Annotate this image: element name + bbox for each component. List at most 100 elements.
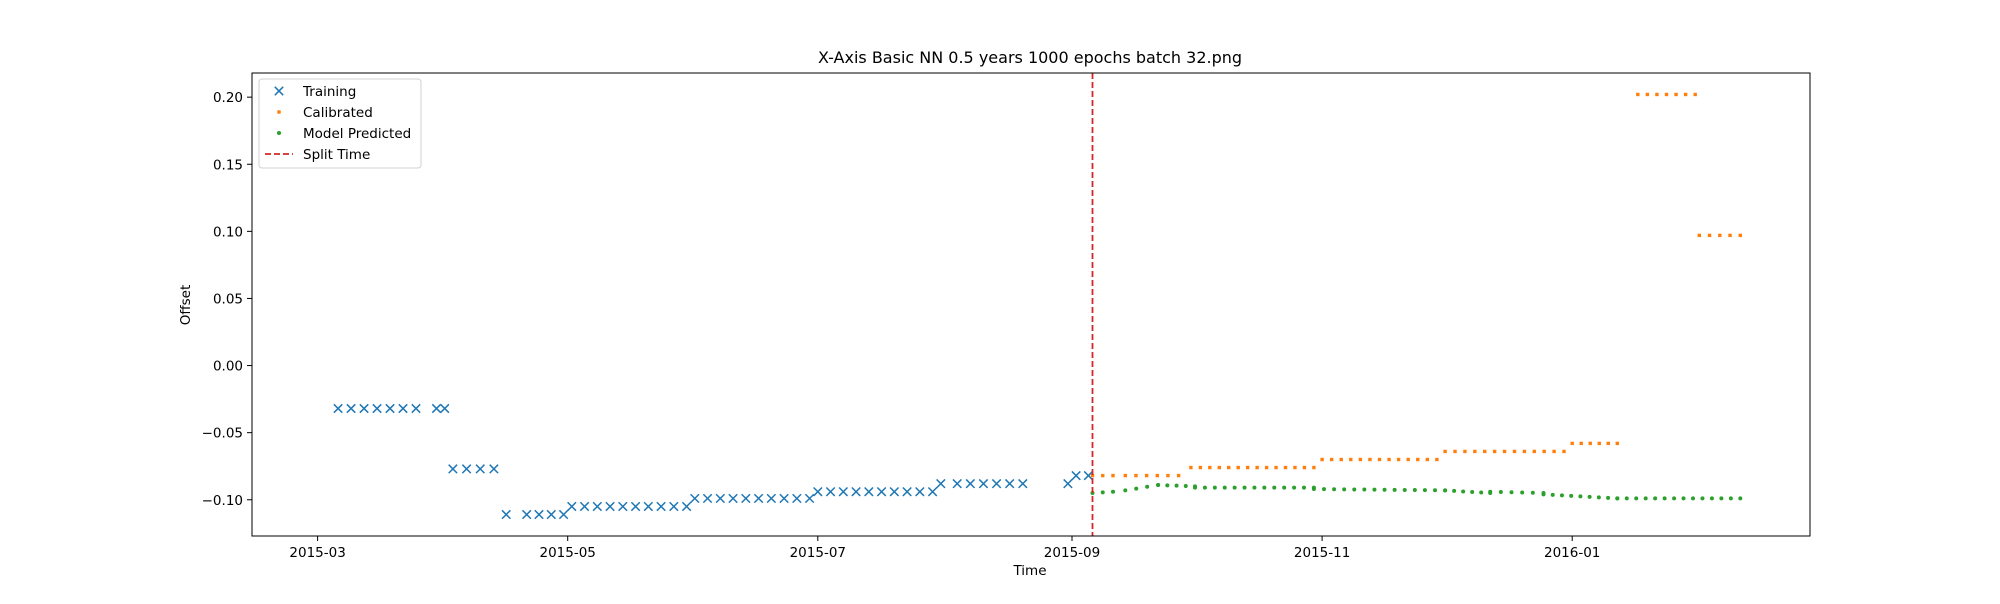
predicted-point <box>1550 492 1555 497</box>
predicted-point <box>1559 493 1564 498</box>
calibrated-point <box>1123 473 1127 478</box>
predicted-point <box>1212 485 1217 490</box>
y-axis-label: Offset <box>178 285 194 326</box>
legend: Training Calibrated Model Predicted Split T… <box>258 78 422 169</box>
legend-symbol-model-predicted <box>277 131 281 135</box>
calibrated-point <box>1377 457 1382 462</box>
x-axis: 2015-03 2015-05 2015-07 2015-09 2015-11 2016-… <box>289 536 1600 561</box>
calibrated-point <box>1245 465 1250 470</box>
training-point <box>813 486 823 497</box>
predicted-point <box>1292 485 1297 490</box>
training-point <box>346 403 356 414</box>
training-point <box>978 478 989 489</box>
training-point <box>475 464 485 474</box>
legend-symbol-training <box>274 86 284 96</box>
training-point <box>936 478 946 489</box>
x-tick-label: 2015-03 <box>289 545 345 561</box>
training-point <box>715 493 726 504</box>
predicted-point <box>1728 496 1733 501</box>
predicted-point <box>1587 494 1592 499</box>
calibrated-point <box>1718 233 1722 238</box>
legend-label: Training <box>302 84 356 100</box>
training-point <box>605 501 615 512</box>
calibrated-point <box>1283 465 1288 470</box>
y-tick-label: 0.05 <box>213 291 243 307</box>
y-tick-label: 0.20 <box>213 90 243 106</box>
predicted-point <box>1738 496 1743 501</box>
predicted-point <box>1382 487 1387 492</box>
training-point <box>489 464 499 474</box>
training-point <box>927 486 938 497</box>
predicted-point <box>1606 495 1611 500</box>
training-point <box>1063 478 1073 489</box>
training-point <box>630 501 641 512</box>
calibrated-point <box>1532 449 1536 454</box>
predicted-point <box>1332 487 1337 492</box>
calibrated-point <box>1339 457 1343 462</box>
training-point <box>1018 478 1028 489</box>
calibrated-point <box>1090 473 1095 478</box>
calibrated-point <box>1274 465 1278 470</box>
predicted-point <box>1342 487 1347 492</box>
training-point <box>902 486 912 497</box>
predicted-point <box>1321 487 1326 492</box>
predicted-point <box>1643 496 1648 501</box>
training-point <box>728 493 738 504</box>
calibrated-point <box>1636 92 1640 97</box>
predicted-point <box>1653 496 1658 501</box>
predicted-point <box>1111 489 1115 494</box>
predicted-point <box>1479 490 1484 495</box>
predicted-point <box>1541 492 1546 497</box>
calibrated-point <box>1236 465 1240 470</box>
calibrated-point <box>1502 449 1507 454</box>
y-axis: 0.20 0.15 0.10 0.05 0.00 −0.05 −0.10 <box>202 90 252 509</box>
predicted-point <box>1700 496 1705 501</box>
y-tick-label: 0.10 <box>213 224 243 240</box>
predicted-point <box>1272 485 1277 490</box>
calibrated-point <box>1443 449 1447 454</box>
training-point <box>741 493 751 504</box>
y-tick-label: −0.10 <box>202 493 243 509</box>
calibrated-point <box>1473 449 1477 454</box>
x-tick-label: 2015-07 <box>790 545 846 561</box>
legend-symbol-calibrated <box>277 110 281 114</box>
predicted-point <box>1422 488 1427 493</box>
calibrated-point <box>1728 233 1732 238</box>
calibrated-point <box>1512 449 1517 454</box>
training-point <box>592 501 603 512</box>
training-point <box>398 403 408 414</box>
training-point <box>448 464 458 474</box>
calibrated-point <box>1349 457 1353 462</box>
training-point <box>385 403 395 414</box>
calibrated-point <box>1264 465 1269 470</box>
predicted-point <box>1222 485 1227 490</box>
predicted-point <box>1183 484 1188 489</box>
x-tick-label: 2015-09 <box>1044 545 1100 561</box>
predicted-point <box>1662 496 1667 501</box>
predicted-point <box>1690 496 1695 501</box>
calibrated-point <box>1615 441 1619 446</box>
training-point <box>766 493 777 504</box>
training-point <box>838 486 849 497</box>
predicted-point <box>1252 485 1257 490</box>
calibrated-point <box>1208 465 1212 470</box>
training-point <box>411 403 421 414</box>
calibrated-point <box>1329 457 1334 462</box>
calibrated-point <box>1697 233 1701 238</box>
predicted-point <box>1174 483 1179 488</box>
training-point <box>825 486 836 497</box>
x-tick-label: 2016-01 <box>1544 545 1600 561</box>
training-point <box>461 464 472 474</box>
training-point <box>643 501 654 512</box>
calibrated-point <box>1144 473 1149 478</box>
calibrated-point <box>1396 457 1401 462</box>
training-point <box>851 486 861 497</box>
predicted-point <box>1262 485 1267 490</box>
calibrated-point <box>1198 465 1203 470</box>
training-point <box>915 486 925 497</box>
calibrated-point <box>1227 465 1231 470</box>
calibrated-point <box>1217 465 1221 470</box>
predicted-point <box>1362 487 1367 492</box>
legend-marker <box>274 86 284 96</box>
chart-title: X-Axis Basic NN 0.5 years 1000 epochs ba… <box>818 48 1242 67</box>
